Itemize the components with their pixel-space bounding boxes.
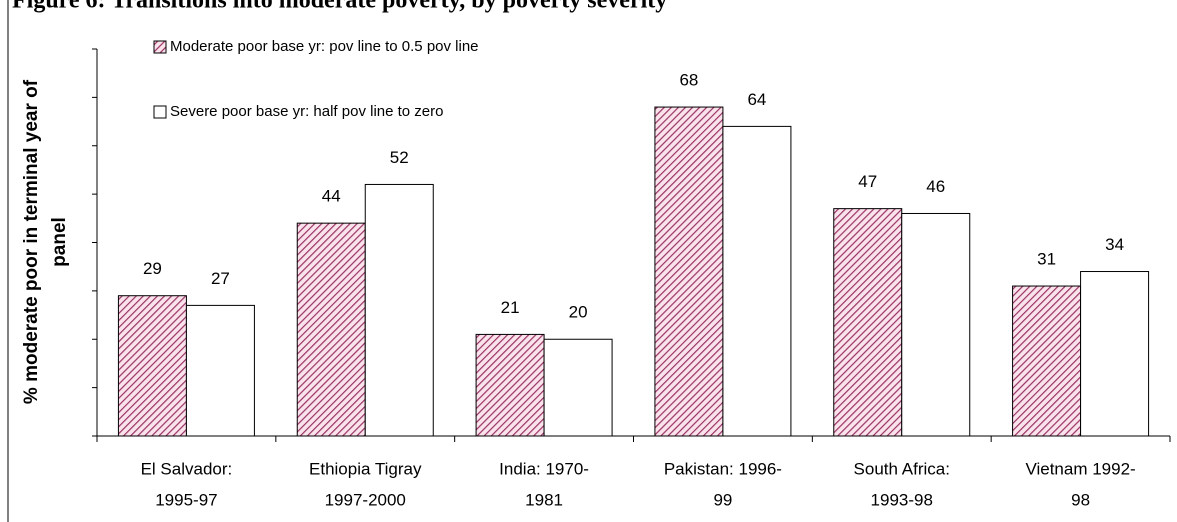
value-label: 46: [926, 177, 945, 196]
bar: [901, 212, 971, 437]
y-axis-label: % moderate poor in terminal year of: [21, 79, 42, 404]
x-tick-label: 1993-98: [871, 490, 933, 509]
x-tick-label: India: 1970-: [499, 459, 589, 478]
value-label: 64: [747, 90, 766, 109]
x-tick-label: Pakistan: 1996-: [664, 459, 782, 478]
bar: [543, 338, 613, 437]
x-tick-label: Vietnam 1992-: [1025, 459, 1135, 478]
x-tick-label: South Africa:: [854, 459, 950, 478]
bar: [475, 333, 545, 437]
legend-swatch: [153, 105, 167, 119]
bar: [654, 106, 724, 437]
value-label: 29: [143, 259, 162, 278]
legend-swatch: [153, 40, 167, 54]
legend-label: Moderate poor base yr: pov line to 0.5 p…: [170, 38, 479, 55]
value-label: 52: [390, 148, 409, 167]
bar: [833, 208, 903, 437]
value-label: 21: [501, 298, 520, 317]
bar: [1012, 285, 1082, 437]
value-label: 44: [322, 187, 341, 206]
x-tick-label: El Salvador:: [141, 459, 233, 478]
value-label: 31: [1037, 250, 1056, 269]
x-tick-label: 1981: [525, 490, 563, 509]
value-label: 68: [679, 71, 698, 90]
legend-label: Severe poor base yr: half pov line to ze…: [170, 103, 444, 120]
bar: [296, 222, 366, 437]
value-label: 34: [1105, 235, 1124, 254]
bar: [364, 183, 434, 437]
value-label: 27: [211, 269, 230, 288]
bar: [185, 304, 255, 437]
x-tick-label: Ethiopia Tigray: [309, 459, 422, 478]
bar: [117, 295, 187, 437]
x-tick-label: 1995-97: [155, 490, 217, 509]
x-tick-label: 99: [713, 490, 732, 509]
value-label: 47: [858, 172, 877, 191]
chart-title: Figure 6: Transitions into moderate pove…: [12, 0, 667, 14]
bar: [1080, 271, 1150, 437]
x-tick-label: 98: [1071, 490, 1090, 509]
y-axis-label: panel: [49, 217, 70, 267]
value-label: 20: [569, 303, 588, 322]
bar: [722, 125, 792, 437]
x-tick-label: 1997-2000: [325, 490, 406, 509]
